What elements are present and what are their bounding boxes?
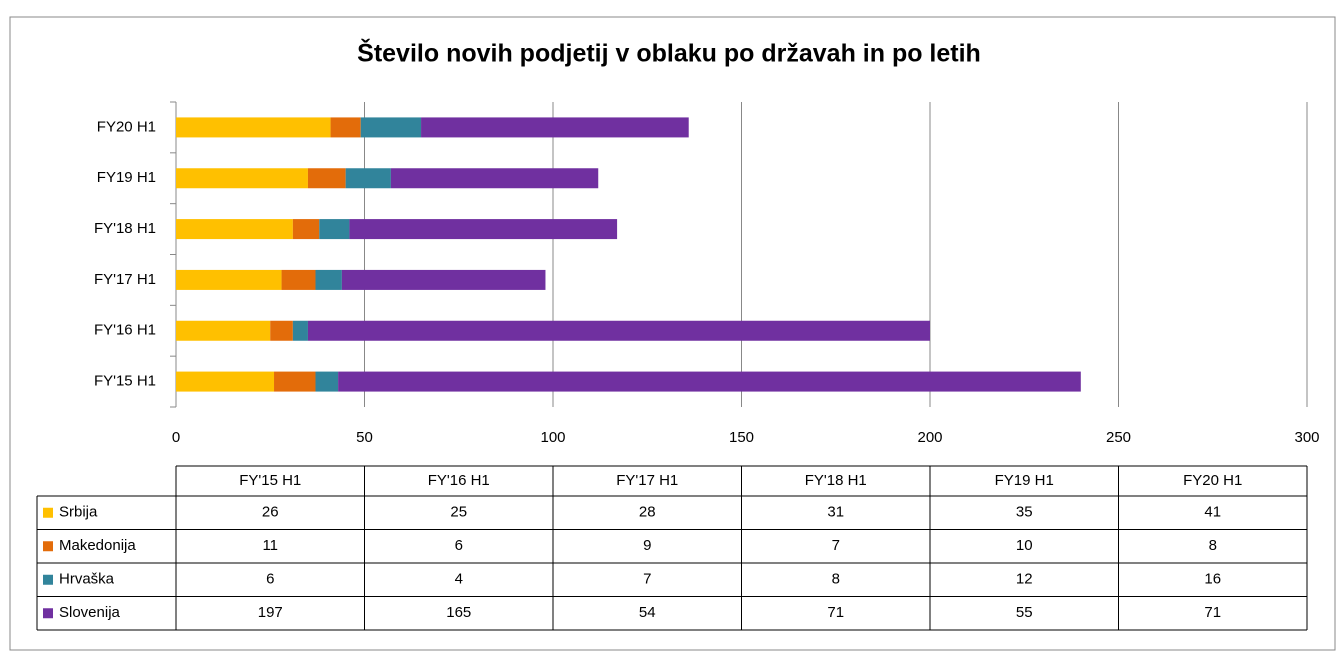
bar-segment: [307, 168, 346, 189]
bar-segment: [319, 219, 350, 240]
bar-segment: [341, 269, 546, 290]
chart-title: Število novih podjetij v oblaku po držav…: [357, 38, 981, 68]
x-tick-label: 0: [172, 429, 180, 446]
bar-segment: [176, 320, 271, 341]
bar-segment: [421, 117, 689, 138]
y-tick-label: FY20 H1: [97, 118, 156, 135]
x-tick-label: 300: [1294, 429, 1319, 446]
bar-segment: [274, 371, 316, 392]
table-cell: 55: [1016, 604, 1033, 621]
bar-segment: [292, 320, 308, 341]
table-header: FY'18 H1: [805, 472, 867, 489]
table-cell: 11: [262, 537, 278, 554]
y-tick-label: FY'16 H1: [94, 322, 156, 339]
bar-segment: [176, 168, 308, 189]
bar-segment: [345, 168, 391, 189]
table-header: FY'15 H1: [239, 472, 301, 489]
legend-label: Slovenija: [59, 604, 121, 621]
legend-label: Hrvaška: [59, 571, 115, 588]
x-tick-label: 100: [540, 429, 565, 446]
bar-segment: [281, 269, 316, 290]
table-cell: 165: [446, 604, 471, 621]
legend-swatch: [43, 541, 53, 552]
table-cell: 6: [455, 537, 463, 554]
legend-swatch: [43, 574, 53, 585]
bar-segment: [176, 117, 331, 138]
bar-segment: [176, 269, 282, 290]
table-cell: 25: [450, 504, 467, 521]
bar-segment: [176, 219, 293, 240]
x-tick-label: 200: [917, 429, 942, 446]
y-tick-label: FY19 H1: [97, 169, 156, 186]
bar-segment: [307, 320, 930, 341]
table-cell: 26: [262, 504, 279, 521]
bar-segment: [360, 117, 422, 138]
table-cell: 31: [827, 504, 844, 521]
table-cell: 71: [827, 604, 844, 621]
bar-segment: [315, 371, 339, 392]
bar-segment: [292, 219, 320, 240]
table-cell: 9: [643, 537, 651, 554]
table-cell: 35: [1016, 504, 1033, 521]
y-tick-label: FY'15 H1: [94, 373, 156, 390]
bar-segment: [270, 320, 293, 341]
bar-segment: [315, 269, 342, 290]
y-tick-label: FY'18 H1: [94, 220, 156, 237]
table-cell: 28: [639, 504, 656, 521]
table-cell: 41: [1204, 504, 1221, 521]
x-tick-label: 150: [729, 429, 754, 446]
table-cell: 54: [639, 604, 656, 621]
table-cell: 8: [1209, 537, 1217, 554]
bar-segment: [390, 168, 599, 189]
table-header: FY20 H1: [1183, 472, 1242, 489]
y-tick-label: FY'17 H1: [94, 271, 156, 288]
table-header: FY19 H1: [995, 472, 1054, 489]
table-cell: 10: [1016, 537, 1033, 554]
table-cell: 197: [258, 604, 283, 621]
x-tick-label: 250: [1106, 429, 1131, 446]
table-cell: 71: [1204, 604, 1221, 621]
legend-swatch: [43, 608, 53, 619]
table-cell: 6: [266, 571, 274, 588]
bar-segment: [349, 219, 618, 240]
x-tick-label: 50: [356, 429, 373, 446]
table-cell: 7: [643, 571, 651, 588]
table-header: FY'16 H1: [428, 472, 490, 489]
table-cell: 4: [455, 571, 463, 588]
legend-label: Srbija: [59, 504, 98, 521]
legend-swatch: [43, 507, 53, 518]
bar-segment: [176, 371, 275, 392]
table-cell: 16: [1204, 571, 1221, 588]
table-header: FY'17 H1: [616, 472, 678, 489]
bar-segment: [338, 371, 1081, 392]
table-cell: 12: [1016, 571, 1033, 588]
table-cell: 8: [832, 571, 840, 588]
legend-label: Makedonija: [59, 537, 136, 554]
table-cell: 7: [832, 537, 840, 554]
bar-segment: [330, 117, 361, 138]
